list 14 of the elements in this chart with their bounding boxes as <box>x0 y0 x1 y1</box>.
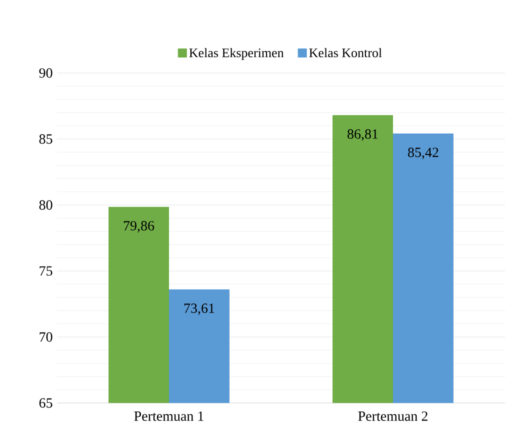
y-tick-label: 80 <box>39 200 52 210</box>
y-tick-label: 65 <box>39 398 52 408</box>
y-tick-label: 70 <box>40 332 52 342</box>
data-label: 86,81 <box>348 129 378 141</box>
data-label: 79,86 <box>124 221 154 233</box>
x-tick-label: Pertemuan 2 <box>358 411 428 421</box>
y-tick-label: 90 <box>39 68 52 78</box>
y-tick-label: 75 <box>40 266 52 276</box>
data-label: 73,61 <box>184 304 214 315</box>
data-label: 85,42 <box>408 148 438 160</box>
x-tick-label: Pertemuan 1 <box>134 411 204 421</box>
legend-label: Kelas Eksperimen <box>189 48 284 60</box>
legend-label: Kelas Kontrol <box>309 48 382 58</box>
y-tick-label: 85 <box>39 134 52 144</box>
